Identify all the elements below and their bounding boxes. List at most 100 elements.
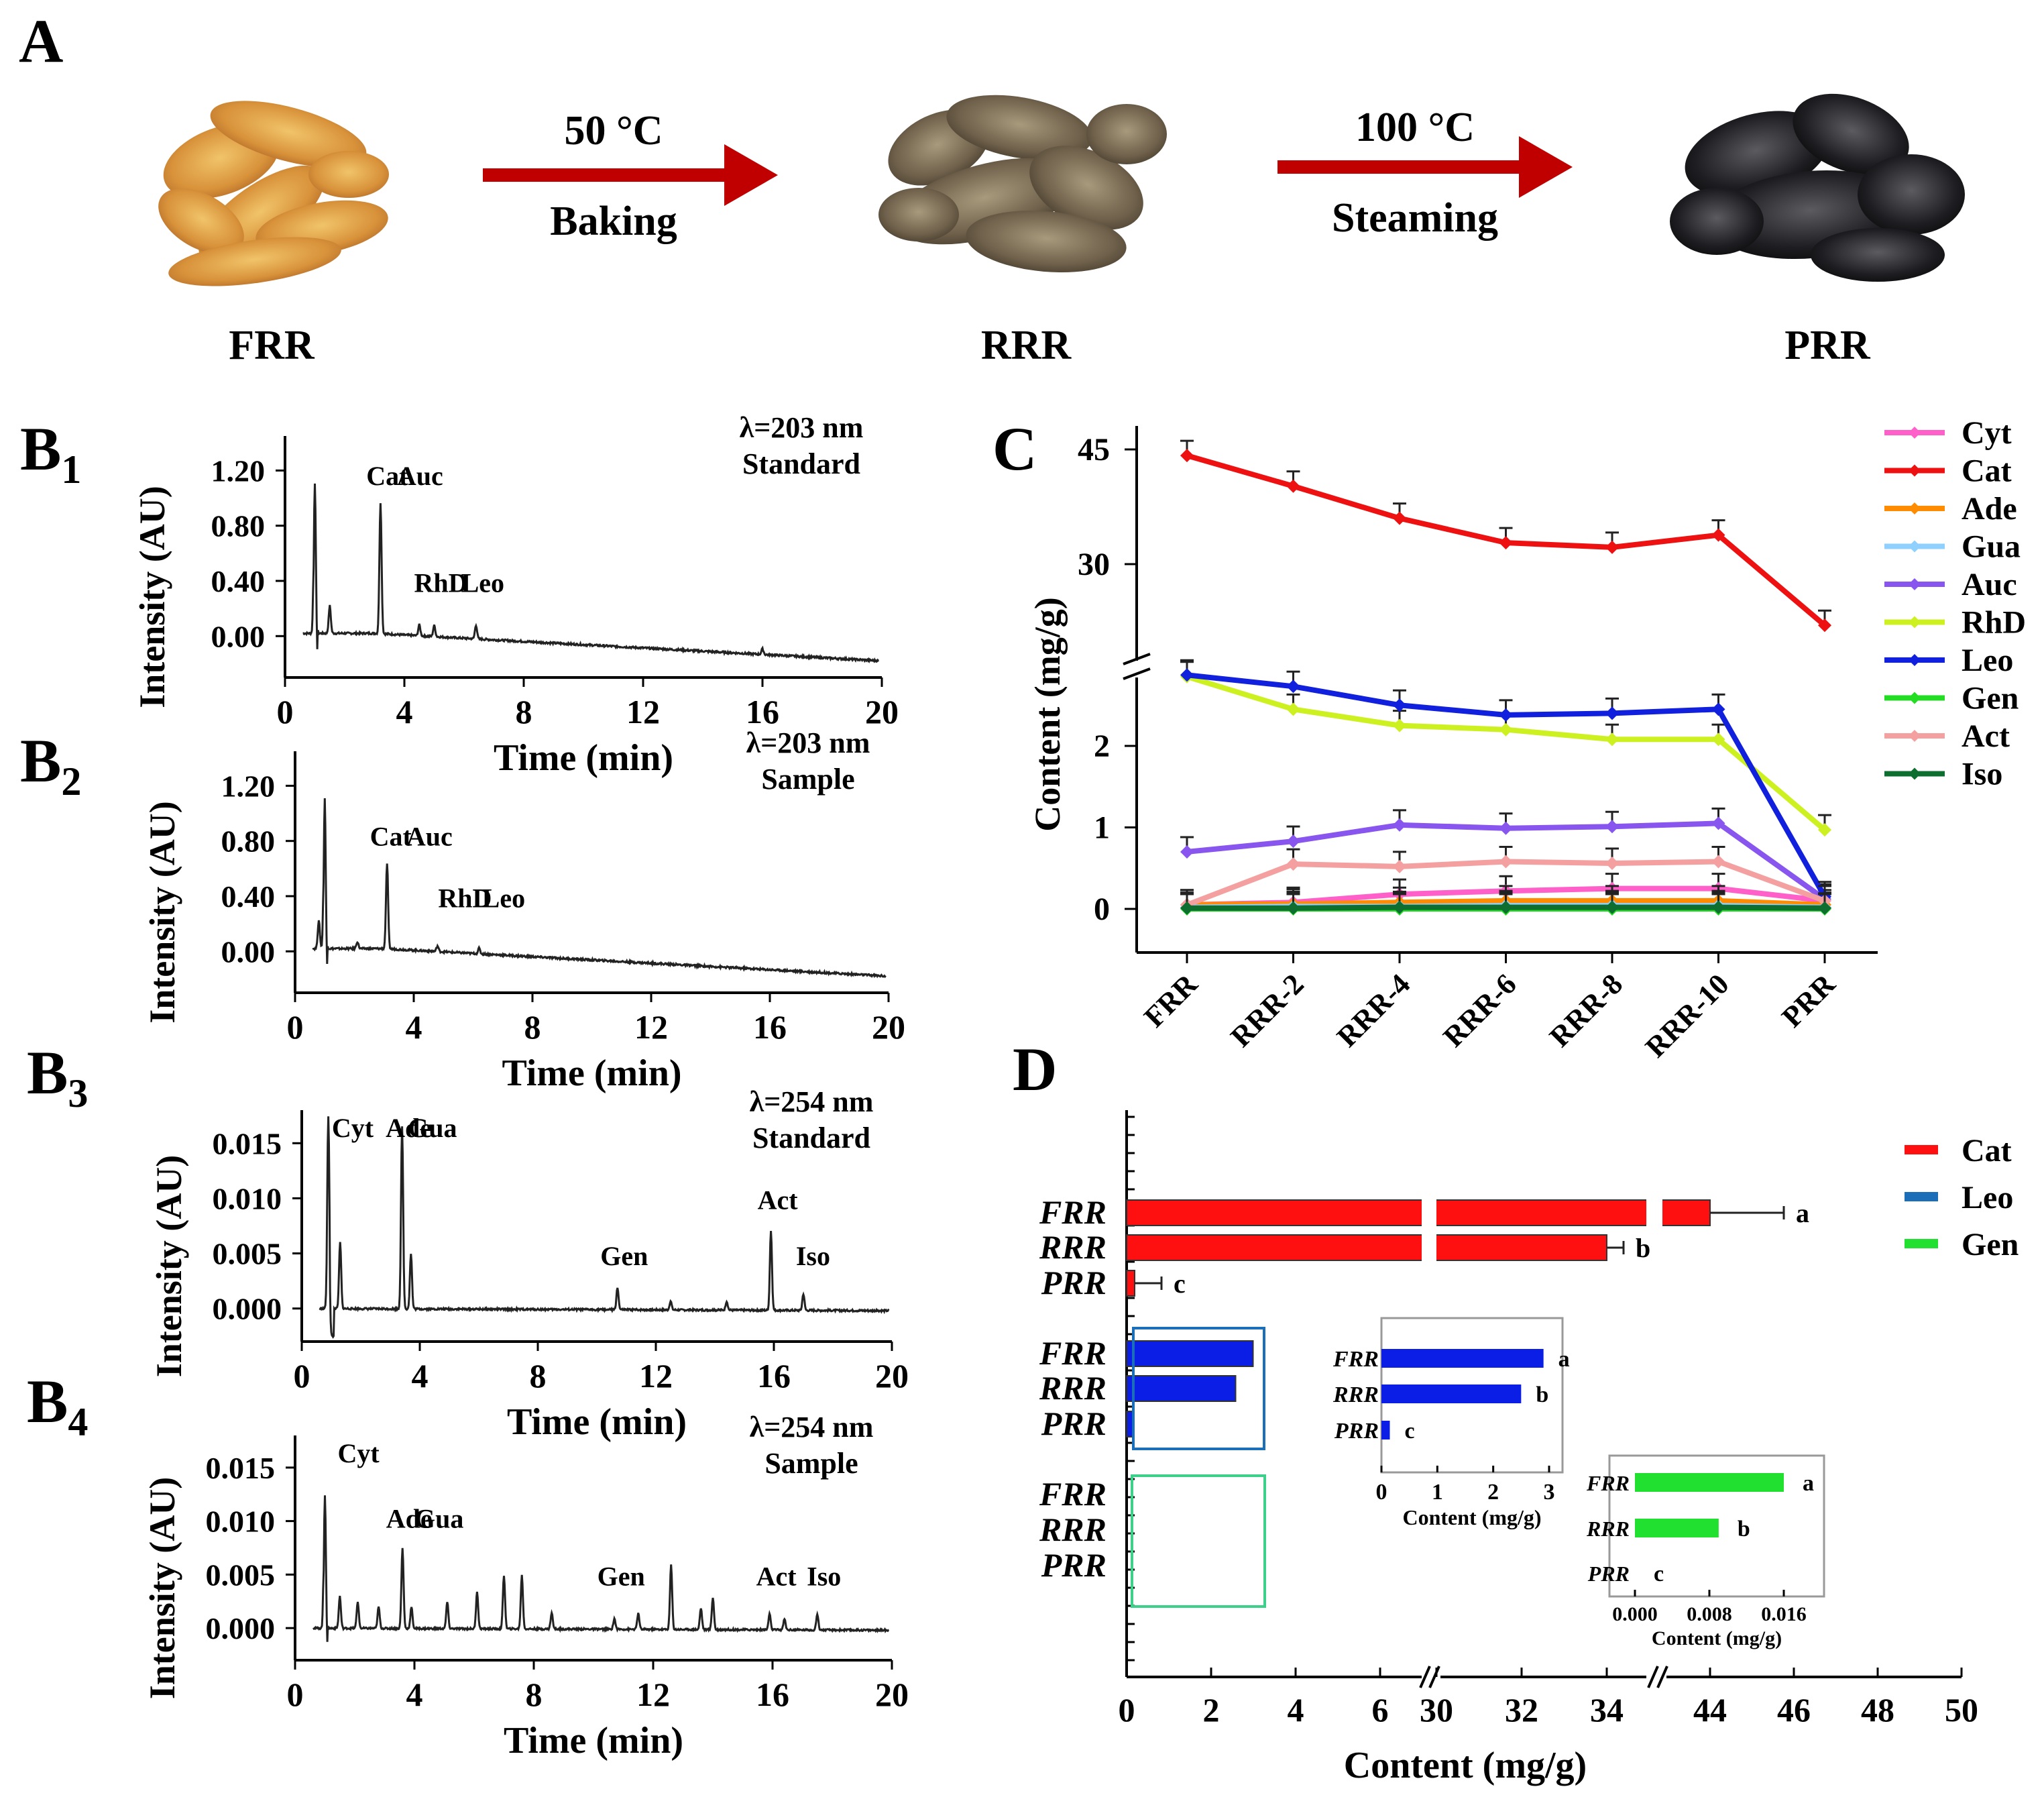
inset-significance-letter: a [1803, 1471, 1814, 1496]
data-point [1393, 718, 1406, 732]
peak-annotation: Gua [414, 1504, 463, 1534]
data-point [1286, 901, 1300, 915]
x-tick-label: RRR-4 [1330, 967, 1416, 1053]
data-point [1393, 511, 1406, 525]
data-point [1605, 540, 1619, 554]
legend-item-ade: Ade [1884, 491, 2017, 527]
x-tick-label: 16 [746, 693, 779, 730]
bar-category-label: FRR [1039, 1193, 1106, 1231]
bar-break-gap [1646, 1198, 1662, 1228]
y-tick-label: 0.000 [213, 1292, 282, 1326]
axis-break-mark [1123, 653, 1151, 665]
baking-label: Baking [550, 199, 677, 244]
steaming-arrow [1278, 136, 1573, 198]
x-tick-label: 32 [1505, 1691, 1538, 1729]
data-point [1393, 698, 1406, 712]
frr-root-image [158, 101, 389, 286]
bar-category-label: FRR [1039, 1334, 1106, 1372]
legend-item-cat: Cat [1884, 453, 2012, 489]
legend-marker [1909, 730, 1921, 742]
inset-x-label: Content (mg/g) [1652, 1627, 1782, 1649]
legend-swatch [1905, 1192, 1938, 1201]
data-point [1286, 857, 1300, 871]
x-tick-label: 20 [872, 1008, 905, 1046]
data-point [1180, 845, 1194, 859]
peak-annotation: Ade [386, 1113, 432, 1143]
peak-annotation: Act [756, 1562, 797, 1592]
panel-label-subscript: 4 [68, 1400, 88, 1444]
inset-x-tick-label: 1 [1432, 1480, 1443, 1505]
inset-bar [1635, 1473, 1784, 1492]
peak-annotation: Cyt [332, 1113, 374, 1143]
y-tick-label: 0.40 [211, 564, 266, 598]
data-point [1818, 823, 1831, 837]
data-point [1711, 816, 1725, 830]
y-tick-label: 0.005 [206, 1558, 276, 1592]
data-point [1605, 706, 1619, 720]
legend-marker [1909, 540, 1921, 553]
peak-annotation: Cyt [337, 1438, 380, 1468]
prr-root-image [1670, 93, 1965, 282]
data-point [1180, 901, 1194, 915]
axis-break-mark [1647, 1666, 1659, 1688]
axis-break-mark [1123, 667, 1151, 680]
data-point [1393, 859, 1406, 873]
x-tick-label: 4 [412, 1357, 429, 1395]
data-point [1393, 900, 1406, 914]
inset-category-label: PRR [1334, 1419, 1379, 1444]
y-tick-label: 0.010 [213, 1181, 282, 1215]
chromatogram-b1: B1 1.20 0.80 0.40 0.00 0 4 8 12 16 20 Time (min) Int… [20, 411, 899, 779]
sample-type-label: Standard [742, 447, 860, 480]
sample-label-prr: PRR [1784, 323, 1871, 368]
series-act [1180, 846, 1831, 912]
peak-annotation: Act [758, 1185, 799, 1215]
bar [1126, 1340, 1254, 1367]
legend-label: Leo [1962, 1180, 2013, 1215]
y-tick-label: 0.80 [211, 509, 266, 543]
peak-annotation: RhD [438, 883, 492, 913]
x-tick-label: 48 [1861, 1691, 1894, 1729]
panel-d-label: D [1013, 1035, 1057, 1103]
y-tick-label: 0.015 [213, 1126, 282, 1160]
data-point [1711, 732, 1725, 747]
y-tick-label: 0.00 [211, 619, 266, 653]
data-point [1711, 702, 1725, 716]
inset-category-label: RRR [1586, 1517, 1630, 1541]
y-tick-label: 0.00 [221, 934, 276, 969]
legend-label: Ade [1962, 491, 2017, 527]
legend-marker [1909, 464, 1921, 477]
chromatogram-b2: B2 1.20 0.80 0.40 0.00 0 4 8 12 16 20 Time (min) Int… [20, 726, 905, 1094]
inset-significance-letter: b [1536, 1382, 1548, 1407]
inset-bar [1635, 1519, 1719, 1537]
x-tick-label: 16 [753, 1008, 787, 1046]
data-point [1286, 479, 1300, 493]
x-tick-label: PRR [1775, 967, 1841, 1034]
bar [1126, 1234, 1607, 1261]
bar-category-label: PRR [1041, 1264, 1106, 1301]
legend-swatch [1905, 1145, 1938, 1154]
x-tick-label: 0 [294, 1357, 310, 1395]
legend-label: Cat [1962, 453, 2012, 489]
x-tick-label: RRR-2 [1225, 967, 1310, 1053]
wavelength-label: λ=203 nm [740, 411, 864, 444]
baking-arrow [483, 144, 778, 206]
panel-label: B3 [27, 1038, 88, 1116]
gen-zoom-box [1131, 1474, 1266, 1608]
wavelength-label: λ=254 nm [750, 1085, 874, 1118]
legend-marker [1909, 767, 1921, 780]
x-tick-label: 12 [626, 693, 660, 730]
y-tick-label: 30 [1078, 547, 1110, 582]
legend-swatch [1905, 1239, 1938, 1248]
bar-break-gap [1422, 1198, 1436, 1228]
legend-item-gen: Gen [1884, 681, 2019, 716]
bar-group-cat: FRR a RRR b PRR c [1039, 1193, 1809, 1301]
panel-c-label: C [992, 415, 1037, 483]
sample-type-label: Standard [752, 1122, 870, 1154]
legend-item-iso: Iso [1884, 757, 2002, 792]
inset-x-tick-label: 0 [1376, 1480, 1387, 1505]
axis-break-mark [1419, 1666, 1431, 1688]
x-tick-label: 2 [1203, 1691, 1220, 1729]
legend-label: Cat [1962, 1133, 2012, 1169]
bar-break-gap [1422, 1233, 1436, 1262]
